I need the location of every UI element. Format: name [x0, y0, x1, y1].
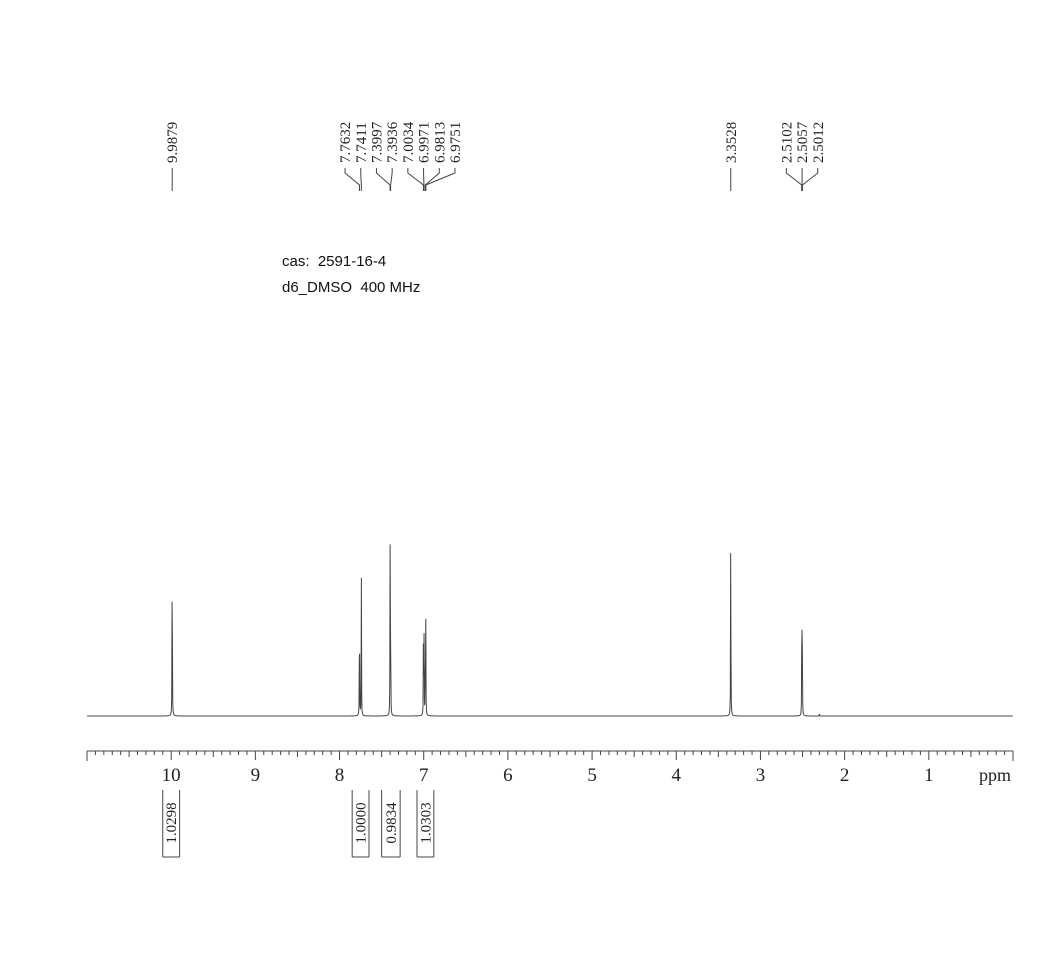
peak-label-6.9751: 6.9751	[448, 122, 464, 163]
peak-leader-2.5012	[801, 168, 819, 191]
integral-value-1.0303: 1.0303	[418, 802, 434, 843]
tick-label-1: 1	[924, 765, 934, 786]
peak-leader-7.7411	[360, 168, 362, 191]
tick-label-10: 10	[162, 765, 181, 786]
tick-label-2: 2	[840, 765, 850, 786]
x-axis-label: ppm	[979, 765, 1011, 785]
x-axis: 10 9 8 7 6 5 4 3 2 1 ppm	[86, 750, 1014, 786]
peak-leader-7.7632	[344, 168, 360, 191]
peak-leader-7.3936	[390, 168, 393, 191]
tick-label-7: 7	[419, 765, 429, 786]
spectrum-trace	[87, 544, 1013, 717]
tick-label-4: 4	[672, 765, 682, 786]
tick-label-9: 9	[251, 765, 261, 786]
peak-label-6.9813: 6.9813	[432, 122, 448, 163]
peak-label-7.7632: 7.7632	[338, 122, 354, 163]
peak-label-9.9879: 9.9879	[165, 122, 181, 163]
integral-value-1.0000: 1.0000	[354, 802, 370, 843]
peak-label-2.5102: 2.5102	[779, 122, 795, 163]
tick-label-6: 6	[503, 765, 513, 786]
peak-label-7.3936: 7.3936	[385, 121, 401, 163]
peak-label-7.3997: 7.3997	[369, 121, 385, 163]
cas-number-label: cas: 2591-16-4	[282, 253, 387, 270]
spectrum-area	[87, 544, 1013, 717]
peak-label-7.0034: 7.0034	[401, 121, 417, 163]
peak-label-2.5057: 2.5057	[795, 121, 811, 163]
peak-leader-7.0034	[407, 168, 424, 191]
peak-label-2.5012: 2.5012	[811, 122, 827, 163]
tick-label-3: 3	[756, 765, 766, 786]
peak-label-7.7411: 7.7411	[354, 122, 370, 163]
integral-value-1.0298: 1.0298	[164, 802, 180, 843]
solvent-frequency-label: d6_DMSO 400 MHz	[282, 279, 421, 296]
integral-labels: 1.0298 1.0000 0.9834 1.0303	[162, 790, 434, 858]
peak-leader-6.9751	[425, 168, 456, 191]
integral-value-0.9834: 0.9834	[384, 802, 400, 844]
tick-label-8: 8	[335, 765, 345, 786]
peak-leader-6.9813	[424, 168, 440, 191]
tick-label-5: 5	[587, 765, 597, 786]
peak-labels: 9.9879 7.7632 7.7411 7.3997 7.3936 7.0034 6.99…	[165, 121, 827, 191]
peak-leader-2.5102	[785, 168, 803, 191]
peak-label-3.3528: 3.3528	[724, 122, 740, 163]
peak-label-6.9971: 6.9971	[417, 122, 433, 163]
peak-leader-7.3997	[375, 168, 391, 191]
